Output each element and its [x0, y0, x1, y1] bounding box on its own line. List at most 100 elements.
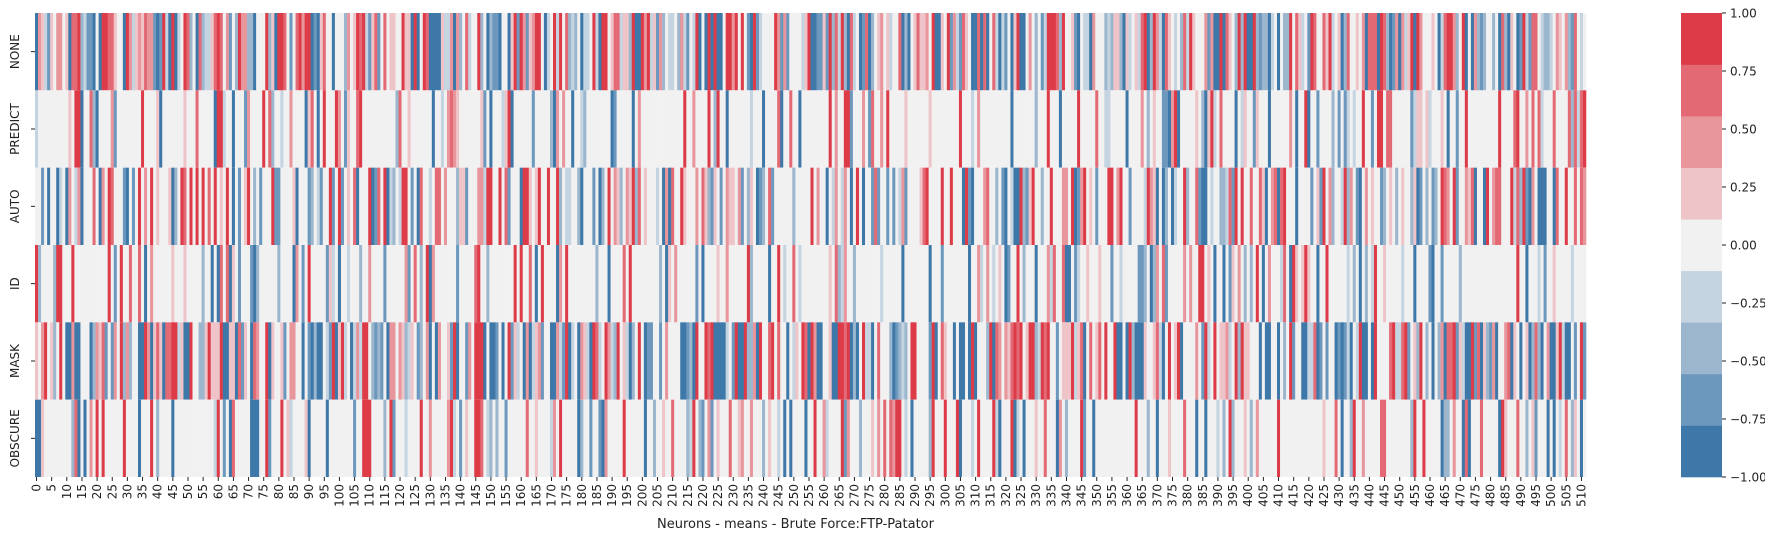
heatmap-cell [328, 399, 333, 477]
heatmap-cell [440, 90, 445, 168]
heatmap-cell [765, 90, 769, 168]
heatmap-cell [134, 167, 139, 245]
heatmap-cell [1489, 13, 1493, 91]
heatmap-cell [1222, 322, 1226, 400]
heatmap-cell [174, 167, 178, 245]
heatmap-cell [565, 167, 569, 245]
heatmap-cell [277, 245, 281, 323]
heatmap-cell [1543, 399, 1547, 477]
heatmap-cell [374, 90, 378, 168]
heatmap-cell [144, 322, 148, 400]
heatmap-cell [656, 167, 660, 245]
heatmap-cell [692, 245, 696, 323]
heatmap-cell [1461, 245, 1466, 323]
row-label-none: NONE [8, 34, 22, 69]
heatmap-cell [465, 245, 469, 323]
heatmap-cell [1261, 13, 1266, 91]
heatmap-cell [289, 399, 293, 477]
heatmap-cell [334, 167, 339, 245]
heatmap-cell [1264, 245, 1269, 323]
heatmap-cell [731, 245, 736, 323]
heatmap-cell [595, 167, 599, 245]
heatmap-cell [698, 322, 702, 400]
heatmap-cell [325, 399, 330, 477]
heatmap-cell [198, 167, 202, 245]
heatmap-cell [958, 322, 963, 400]
heatmap-cell [1204, 245, 1208, 323]
heatmap-cell [268, 399, 272, 477]
heatmap-cell [1198, 13, 1202, 91]
heatmap-cell [604, 90, 608, 168]
heatmap-cell [834, 399, 839, 477]
heatmap-cell [828, 167, 833, 245]
heatmap-cell [41, 245, 45, 323]
heatmap-cell [159, 245, 163, 323]
heatmap-cell [44, 245, 48, 323]
heatmap-cell [1519, 167, 1523, 245]
heatmap-cell [407, 322, 411, 400]
heatmap-cell [1246, 245, 1251, 323]
heatmap-cell [256, 13, 260, 91]
heatmap-cell [65, 245, 69, 323]
heatmap-cell [855, 167, 860, 245]
heatmap-cell [1280, 399, 1284, 477]
heatmap-cell [1219, 90, 1223, 168]
heatmap-cell [849, 167, 854, 245]
heatmap-cell [740, 90, 745, 168]
heatmap-cell [1104, 90, 1108, 168]
heatmap-cell [262, 167, 266, 245]
heatmap-cell [892, 167, 896, 245]
heatmap-cell [1273, 322, 1278, 400]
heatmap-cell [1255, 399, 1260, 477]
heatmap-cell [334, 399, 339, 477]
heatmap-cell [1531, 245, 1535, 323]
heatmap-cell [1364, 399, 1369, 477]
heatmap-cell [1340, 90, 1344, 168]
heatmap-cell [1264, 322, 1269, 400]
heatmap-cell [228, 245, 233, 323]
heatmap-cell [1249, 90, 1254, 168]
heatmap-cell [68, 90, 72, 168]
heatmap-cell [1040, 399, 1045, 477]
heatmap-cell [307, 90, 311, 168]
heatmap-cell [762, 245, 766, 323]
heatmap-cell [1340, 13, 1344, 91]
heatmap-cell [546, 245, 551, 323]
heatmap-cell [840, 167, 845, 245]
heatmap-cell [1361, 245, 1366, 323]
heatmap-cell [1425, 245, 1429, 323]
heatmap-cell [368, 245, 372, 323]
heatmap-cell [998, 399, 1002, 477]
heatmap-cell [219, 90, 224, 168]
heatmap-cell [601, 399, 605, 477]
heatmap-cell [147, 245, 151, 323]
heatmap-cell [1180, 90, 1184, 168]
heatmap-cell [571, 90, 575, 168]
heatmap-cell [159, 167, 163, 245]
heatmap-cell [265, 322, 269, 400]
heatmap-cell [625, 167, 630, 245]
heatmap-cell [83, 322, 87, 400]
x-tick-label: 485 [1499, 484, 1513, 507]
heatmap-cell [1313, 245, 1317, 323]
heatmap-cell [1270, 13, 1275, 91]
heatmap-cell [1007, 399, 1011, 477]
heatmap-cell [168, 245, 172, 323]
heatmap-cell [1252, 167, 1257, 245]
heatmap-cell [1570, 13, 1575, 91]
heatmap-cell [150, 90, 154, 168]
heatmap-cell [113, 13, 118, 91]
heatmap-cell [1331, 399, 1335, 477]
heatmap-cell [50, 13, 54, 91]
heatmap-cell [340, 399, 345, 477]
heatmap-cell [183, 399, 187, 477]
heatmap-cell [1370, 399, 1375, 477]
heatmap-cell [974, 90, 978, 168]
heatmap-cell [459, 167, 463, 245]
heatmap-cell [983, 13, 987, 91]
heatmap-cell [607, 245, 611, 323]
heatmap-cell [1582, 399, 1587, 477]
heatmap-cell [671, 13, 675, 91]
heatmap-cell [862, 399, 866, 477]
heatmap-cell [53, 322, 57, 400]
